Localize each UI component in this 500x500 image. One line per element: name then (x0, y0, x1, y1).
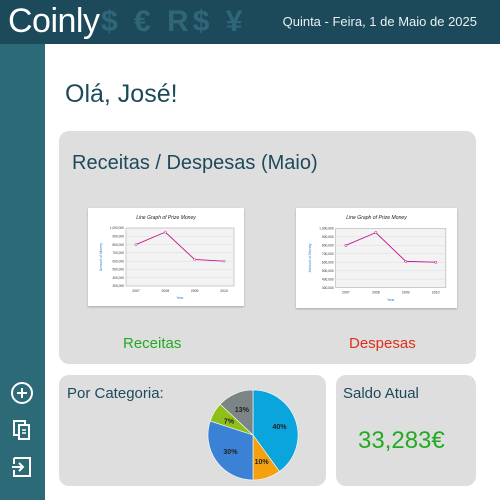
y-tick-label: 500,000 (322, 269, 334, 273)
balance-card: Saldo Atual 33,283€ (336, 375, 476, 486)
current-date: Quinta - Feira, 1 de Maio de 2025 (283, 14, 477, 29)
y-axis-label: Amount of Money (308, 244, 312, 273)
receitas-line-chart: Line Graph of Prize Money 1,000,000 900,00… (88, 208, 244, 306)
copy-icon (10, 418, 34, 442)
chart-title: Line Graph of Prize Money (346, 215, 407, 221)
y-tick-label: 400,000 (322, 277, 334, 281)
despesas-line-chart: Line Graph of Prize Money 1,000,000 900,00… (296, 208, 457, 308)
despesas-label: Despesas (349, 335, 416, 352)
y-tick-label: 900,000 (112, 234, 124, 238)
y-tick-label: 1,000,000 (110, 226, 124, 230)
pie-label: 10% (255, 459, 270, 466)
y-tick-label: 800,000 (322, 244, 334, 248)
data-point (135, 243, 137, 245)
category-card: Por Categoria: 40% 10% 30% 7% 13% (59, 375, 326, 486)
y-axis-label: Amount of Money (99, 243, 103, 271)
despesas-chart[interactable]: Line Graph of Prize Money 1,000,000 900,00… (296, 208, 457, 308)
currency-symbols: $ € R$ ¥ (101, 5, 246, 39)
add-button[interactable] (9, 380, 35, 406)
category-title: Por Categoria: (67, 385, 164, 402)
pie-label: 13% (235, 407, 250, 414)
logout-button[interactable] (9, 454, 35, 480)
x-tick-label: 2009 (191, 289, 199, 293)
y-tick-label: 800,000 (112, 243, 124, 247)
y-tick-label: 1,000,000 (319, 227, 334, 231)
greeting: Olá, José! (65, 80, 178, 109)
x-tick-label: 2007 (342, 291, 350, 295)
copy-button[interactable] (9, 417, 35, 443)
top-bar: Coinly $ € R$ ¥ Quinta - Feira, 1 de Mai… (0, 0, 500, 44)
chart-title: Line Graph of Prize Money (136, 215, 196, 221)
x-tick-label: 2008 (162, 289, 170, 293)
y-tick-label: 700,000 (112, 251, 124, 255)
pie-label: 7% (224, 418, 235, 425)
pie-label: 40% (273, 424, 288, 431)
balance-title: Saldo Atual (343, 385, 419, 402)
y-tick-label: 500,000 (112, 268, 124, 272)
x-tick-label: 2010 (432, 291, 440, 295)
receitas-chart[interactable]: Line Graph of Prize Money 1,000,000 900,00… (88, 208, 244, 306)
x-tick-label: 2010 (220, 289, 228, 293)
y-tick-label: 700,000 (322, 252, 334, 256)
main-content: Olá, José! Receitas / Despesas (Maio) Li… (45, 44, 500, 500)
y-tick-label: 600,000 (112, 259, 124, 263)
x-axis-label: Year (387, 298, 395, 302)
sidebar (0, 44, 45, 500)
add-circle-icon (10, 381, 34, 405)
data-point (375, 232, 377, 234)
balance-value: 33,283€ (358, 427, 445, 455)
plot-area (336, 228, 446, 287)
y-tick-label: 900,000 (322, 235, 334, 239)
data-point (345, 244, 347, 246)
y-tick-label: 300,000 (112, 284, 124, 288)
plot-area (126, 228, 234, 286)
pie-label: 30% (223, 449, 238, 456)
income-expense-title: Receitas / Despesas (Maio) (72, 152, 318, 175)
x-tick-label: 2008 (372, 291, 380, 295)
logout-icon (10, 455, 34, 479)
data-point (164, 231, 166, 233)
data-point (194, 258, 196, 260)
x-axis-label: Year (176, 296, 184, 300)
data-point (435, 261, 437, 263)
receitas-label: Receitas (123, 335, 181, 352)
income-expense-card: Receitas / Despesas (Maio) Line Graph of… (59, 131, 476, 364)
y-tick-label: 600,000 (322, 260, 334, 264)
y-tick-label: 300,000 (322, 286, 334, 290)
x-tick-label: 2009 (402, 291, 410, 295)
app-logo[interactable]: Coinly (8, 2, 99, 41)
x-tick-label: 2007 (132, 289, 140, 293)
data-point (405, 260, 407, 262)
y-tick-label: 400,000 (112, 276, 124, 280)
category-pie-chart[interactable]: 40% 10% 30% 7%13% (207, 389, 299, 481)
data-point (223, 260, 225, 262)
